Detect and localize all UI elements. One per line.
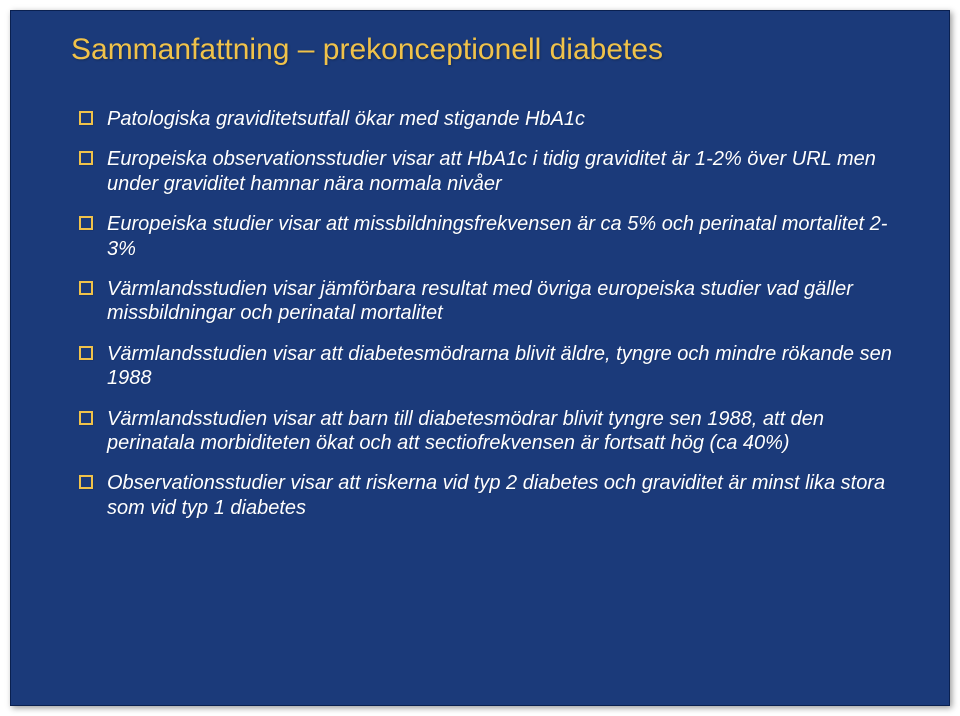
bullet-text: Europeiska observationsstudier visar att…	[107, 147, 909, 196]
list-item: Värmlandsstudien visar att diabetesmödra…	[79, 342, 909, 391]
square-bullet-icon	[79, 281, 93, 295]
list-item: Patologiska graviditetsutfall ökar med s…	[79, 107, 909, 131]
slide: Sammanfattning – prekonceptionell diabet…	[0, 0, 960, 716]
list-item: Europeiska studier visar att missbildnin…	[79, 212, 909, 261]
square-bullet-icon	[79, 411, 93, 425]
bullet-text: Värmlandsstudien visar jämförbara result…	[107, 277, 909, 326]
list-item: Värmlandsstudien visar jämförbara result…	[79, 277, 909, 326]
square-bullet-icon	[79, 216, 93, 230]
list-item: Europeiska observationsstudier visar att…	[79, 147, 909, 196]
bullet-text: Europeiska studier visar att missbildnin…	[107, 212, 909, 261]
bullet-text: Patologiska graviditetsutfall ökar med s…	[107, 107, 585, 131]
square-bullet-icon	[79, 346, 93, 360]
square-bullet-icon	[79, 475, 93, 489]
list-item: Observationsstudier visar att riskerna v…	[79, 471, 909, 520]
bullet-text: Värmlandsstudien visar att diabetesmödra…	[107, 342, 909, 391]
square-bullet-icon	[79, 111, 93, 125]
list-item: Värmlandsstudien visar att barn till dia…	[79, 407, 909, 456]
bullet-list: Patologiska graviditetsutfall ökar med s…	[11, 77, 949, 520]
slide-title: Sammanfattning – prekonceptionell diabet…	[11, 11, 949, 77]
bullet-text: Värmlandsstudien visar att barn till dia…	[107, 407, 909, 456]
bullet-text: Observationsstudier visar att riskerna v…	[107, 471, 909, 520]
square-bullet-icon	[79, 151, 93, 165]
slide-content: Sammanfattning – prekonceptionell diabet…	[10, 10, 950, 706]
